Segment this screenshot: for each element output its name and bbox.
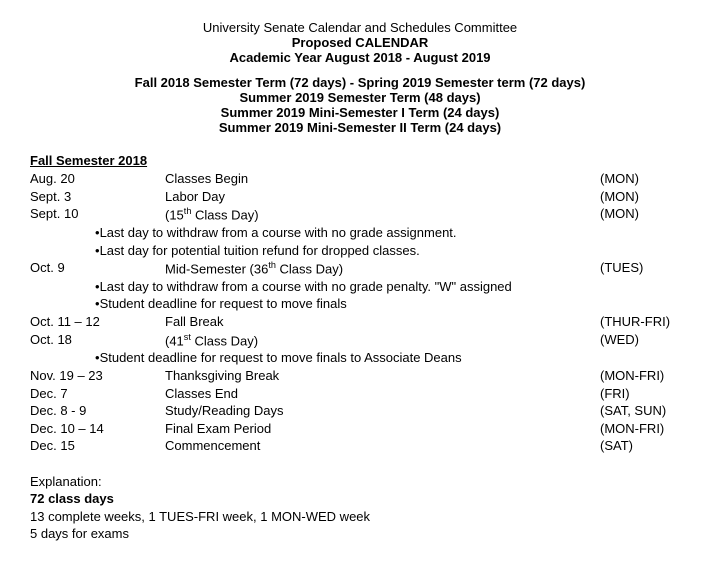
desc-cell: Classes Begin: [165, 170, 600, 188]
schedule-row: Dec. 10 – 14 Final Exam Period (MON-FRI): [30, 420, 690, 438]
date-cell: Sept. 3: [30, 188, 165, 206]
schedule-row: Sept. 10 (15th Class Day) (MON): [30, 205, 690, 224]
date-cell: Oct. 11 – 12: [30, 313, 165, 331]
explanation-line: Explanation:: [30, 473, 690, 491]
term-line-2: Summer 2019 Semester Term (48 days): [30, 90, 690, 105]
schedule-row: Sept. 3 Labor Day (MON): [30, 188, 690, 206]
explanation-line: 72 class days: [30, 490, 690, 508]
explanation-block: Explanation: 72 class days 13 complete w…: [30, 473, 690, 543]
desc-cell: Thanksgiving Break: [165, 367, 600, 385]
schedule-row: Oct. 11 – 12 Fall Break (THUR-FRI): [30, 313, 690, 331]
desc-cell: Study/Reading Days: [165, 402, 600, 420]
schedule-row: Dec. 15 Commencement (SAT): [30, 437, 690, 455]
section-title: Fall Semester 2018: [30, 153, 690, 168]
date-cell: Sept. 10: [30, 205, 165, 224]
header-line-1: University Senate Calendar and Schedules…: [30, 20, 690, 35]
day-cell: (TUES): [600, 259, 690, 278]
header-line-2: Proposed CALENDAR: [30, 35, 690, 50]
term-line-4: Summer 2019 Mini-Semester II Term (24 da…: [30, 120, 690, 135]
day-cell: (MON-FRI): [600, 367, 690, 385]
schedule-row: Dec. 8 - 9 Study/Reading Days (SAT, SUN): [30, 402, 690, 420]
day-cell: (MON): [600, 170, 690, 188]
note-row: Student deadline for request to move fin…: [95, 295, 690, 313]
note-row: Last day to withdraw from a course with …: [95, 224, 690, 242]
desc-cell: (15th Class Day): [165, 205, 600, 224]
date-cell: Aug. 20: [30, 170, 165, 188]
term-line-3: Summer 2019 Mini-Semester I Term (24 day…: [30, 105, 690, 120]
schedule-row: Aug. 20 Classes Begin (MON): [30, 170, 690, 188]
explanation-line: 13 complete weeks, 1 TUES-FRI week, 1 MO…: [30, 508, 690, 526]
day-cell: (SAT, SUN): [600, 402, 690, 420]
desc-cell: Classes End: [165, 385, 600, 403]
header-block: University Senate Calendar and Schedules…: [30, 20, 690, 65]
schedule-row: Dec. 7 Classes End (FRI): [30, 385, 690, 403]
terms-block: Fall 2018 Semester Term (72 days) - Spri…: [30, 75, 690, 135]
schedule-row: Nov. 19 – 23 Thanksgiving Break (MON-FRI…: [30, 367, 690, 385]
date-cell: Dec. 7: [30, 385, 165, 403]
note-row: Student deadline for request to move fin…: [95, 349, 690, 367]
date-cell: Oct. 9: [30, 259, 165, 278]
desc-cell: Mid-Semester (36th Class Day): [165, 259, 600, 278]
schedule: Aug. 20 Classes Begin (MON) Sept. 3 Labo…: [30, 170, 690, 455]
note-row: Last day to withdraw from a course with …: [95, 278, 690, 296]
day-cell: (MON): [600, 188, 690, 206]
term-line-1: Fall 2018 Semester Term (72 days) - Spri…: [30, 75, 690, 90]
explanation-line: 5 days for exams: [30, 525, 690, 543]
day-cell: (FRI): [600, 385, 690, 403]
date-cell: Dec. 10 – 14: [30, 420, 165, 438]
day-cell: (MON): [600, 205, 690, 224]
note-row: Last day for potential tuition refund fo…: [95, 242, 690, 260]
desc-cell: Labor Day: [165, 188, 600, 206]
day-cell: (THUR-FRI): [600, 313, 690, 331]
date-cell: Dec. 15: [30, 437, 165, 455]
day-cell: (MON-FRI): [600, 420, 690, 438]
day-cell: (WED): [600, 331, 690, 350]
date-cell: Nov. 19 – 23: [30, 367, 165, 385]
header-line-3: Academic Year August 2018 - August 2019: [30, 50, 690, 65]
desc-cell: Commencement: [165, 437, 600, 455]
day-cell: (SAT): [600, 437, 690, 455]
date-cell: Dec. 8 - 9: [30, 402, 165, 420]
desc-cell: (41st Class Day): [165, 331, 600, 350]
schedule-row: Oct. 18 (41st Class Day) (WED): [30, 331, 690, 350]
schedule-row: Oct. 9 Mid-Semester (36th Class Day) (TU…: [30, 259, 690, 278]
desc-cell: Fall Break: [165, 313, 600, 331]
desc-cell: Final Exam Period: [165, 420, 600, 438]
date-cell: Oct. 18: [30, 331, 165, 350]
